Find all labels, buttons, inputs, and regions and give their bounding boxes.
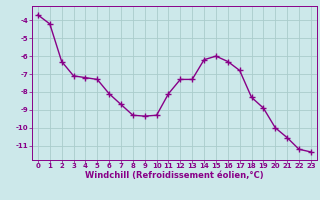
X-axis label: Windchill (Refroidissement éolien,°C): Windchill (Refroidissement éolien,°C) — [85, 171, 264, 180]
